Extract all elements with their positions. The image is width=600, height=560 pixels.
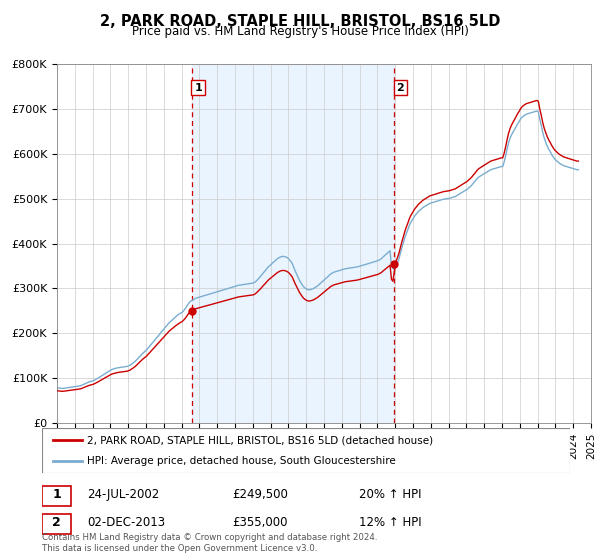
Text: 20% ↑ HPI: 20% ↑ HPI <box>359 488 421 501</box>
Text: £355,000: £355,000 <box>232 516 287 529</box>
Text: 2: 2 <box>397 83 404 93</box>
Text: HPI: Average price, detached house, South Gloucestershire: HPI: Average price, detached house, Sout… <box>87 456 395 466</box>
Text: £249,500: £249,500 <box>232 488 288 501</box>
Bar <box>42 486 71 506</box>
Text: 12% ↑ HPI: 12% ↑ HPI <box>359 516 421 529</box>
Text: 1: 1 <box>52 488 61 501</box>
Bar <box>42 514 71 534</box>
Text: 24-JUL-2002: 24-JUL-2002 <box>87 488 159 501</box>
Text: 1: 1 <box>194 83 202 93</box>
Text: Contains HM Land Registry data © Crown copyright and database right 2024.
This d: Contains HM Land Registry data © Crown c… <box>42 533 377 553</box>
Text: 02-DEC-2013: 02-DEC-2013 <box>87 516 165 529</box>
Text: 2, PARK ROAD, STAPLE HILL, BRISTOL, BS16 5LD: 2, PARK ROAD, STAPLE HILL, BRISTOL, BS16… <box>100 14 500 29</box>
Text: 2: 2 <box>52 516 61 529</box>
Text: Price paid vs. HM Land Registry's House Price Index (HPI): Price paid vs. HM Land Registry's House … <box>131 25 469 38</box>
Text: 2, PARK ROAD, STAPLE HILL, BRISTOL, BS16 5LD (detached house): 2, PARK ROAD, STAPLE HILL, BRISTOL, BS16… <box>87 436 433 446</box>
